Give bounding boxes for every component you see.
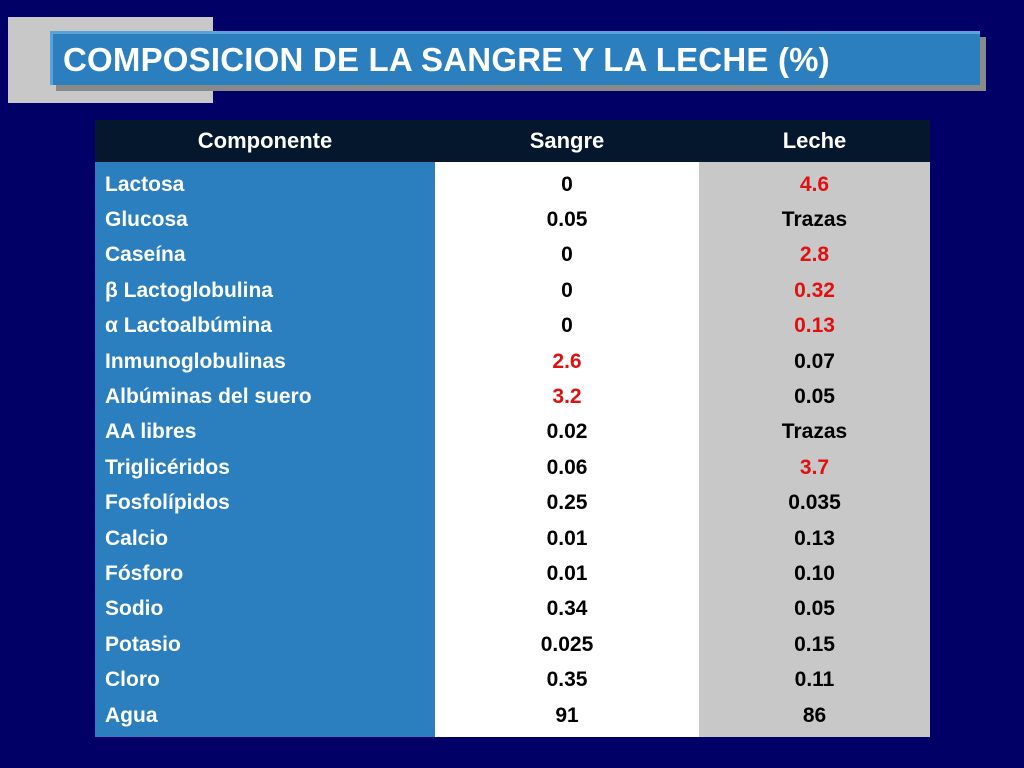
table-row: Glucosa 0.05 Trazas (95, 202, 930, 238)
cell-sangre: 0.02 (435, 414, 699, 451)
table-row: Cloro 0.35 0.11 (95, 662, 930, 698)
cell-leche: Trazas (699, 414, 930, 451)
table-row: Fósforo 0.01 0.10 (95, 556, 930, 592)
table-row: Albúminas del suero 3.2 0.05 (95, 379, 930, 415)
table-row: Lactosa 0 4.6 (95, 162, 930, 203)
cell-sangre: 0.01 (435, 520, 699, 557)
cell-leche: 0.15 (699, 627, 930, 663)
cell-leche: 3.7 (699, 450, 930, 486)
table-header-row: Componente Sangre Leche (95, 120, 930, 162)
cell-componente: Lactosa (95, 162, 435, 203)
header-sangre: Sangre (435, 120, 699, 162)
cell-componente: Cloro (95, 662, 435, 698)
cell-componente: Triglicéridos (95, 450, 435, 486)
cell-componente: AA libres (95, 414, 435, 451)
table-row: Inmunoglobulinas 2.6 0.07 (95, 343, 930, 380)
cell-componente: Potasio (95, 627, 435, 663)
cell-sangre: 0 (435, 308, 699, 344)
cell-sangre: 0 (435, 162, 699, 203)
cell-componente: Glucosa (95, 202, 435, 238)
title-banner: COMPOSICION DE LA SANGRE Y LA LECHE (%) (50, 31, 980, 85)
cell-sangre: 91 (435, 697, 699, 738)
table-row: Potasio 0.025 0.15 (95, 627, 930, 663)
cell-componente: α Lactoalbúmina (95, 308, 435, 344)
cell-sangre: 0 (435, 237, 699, 274)
table-row: Calcio 0.01 0.13 (95, 520, 930, 557)
cell-sangre: 0 (435, 273, 699, 309)
header-componente: Componente (95, 120, 435, 162)
table-row: AA libres 0.02 Trazas (95, 414, 930, 451)
cell-sangre: 0.25 (435, 485, 699, 521)
cell-leche: 86 (699, 697, 930, 738)
table-row: Caseína 0 2.8 (95, 237, 930, 274)
cell-sangre: 0.05 (435, 202, 699, 238)
cell-leche: 0.10 (699, 556, 930, 592)
composition-table: Componente Sangre Leche Lactosa 0 4.6 Gluco… (95, 120, 930, 738)
cell-leche: 0.32 (699, 273, 930, 309)
cell-sangre: 0.01 (435, 556, 699, 592)
cell-leche: 0.13 (699, 520, 930, 557)
table-row: Triglicéridos 0.06 3.7 (95, 450, 930, 486)
cell-sangre: 0.025 (435, 627, 699, 663)
table-row: α Lactoalbúmina 0 0.13 (95, 308, 930, 344)
cell-componente: Calcio (95, 520, 435, 557)
cell-leche: 4.6 (699, 162, 930, 203)
table-row: Agua 91 86 (95, 697, 930, 738)
cell-sangre: 2.6 (435, 343, 699, 380)
cell-componente: Fósforo (95, 556, 435, 592)
table-body: Lactosa 0 4.6 Glucosa 0.05 Trazas Caseína 0 2.8 β… (95, 162, 930, 738)
cell-componente: Caseína (95, 237, 435, 274)
table-row: Sodio 0.34 0.05 (95, 591, 930, 628)
cell-leche: Trazas (699, 202, 930, 238)
header-leche: Leche (699, 120, 930, 162)
cell-leche: 0.05 (699, 591, 930, 628)
cell-leche: 2.8 (699, 237, 930, 274)
cell-componente: Sodio (95, 591, 435, 628)
slide-title: COMPOSICION DE LA SANGRE Y LA LECHE (%) (63, 40, 830, 78)
cell-leche: 0.05 (699, 379, 930, 415)
table-row: Fosfolípidos 0.25 0.035 (95, 485, 930, 521)
cell-leche: 0.13 (699, 308, 930, 344)
cell-leche: 0.035 (699, 485, 930, 521)
cell-sangre: 0.34 (435, 591, 699, 628)
cell-componente: Inmunoglobulinas (95, 343, 435, 380)
cell-sangre: 3.2 (435, 379, 699, 415)
cell-componente: β Lactoglobulina (95, 273, 435, 309)
cell-sangre: 0.06 (435, 450, 699, 486)
cell-leche: 0.07 (699, 343, 930, 380)
table-row: β Lactoglobulina 0 0.32 (95, 273, 930, 309)
cell-componente: Fosfolípidos (95, 485, 435, 521)
composition-table-container: Componente Sangre Leche Lactosa 0 4.6 Gluco… (95, 120, 930, 738)
cell-componente: Albúminas del suero (95, 379, 435, 415)
cell-componente: Agua (95, 697, 435, 738)
cell-sangre: 0.35 (435, 662, 699, 698)
cell-leche: 0.11 (699, 662, 930, 698)
